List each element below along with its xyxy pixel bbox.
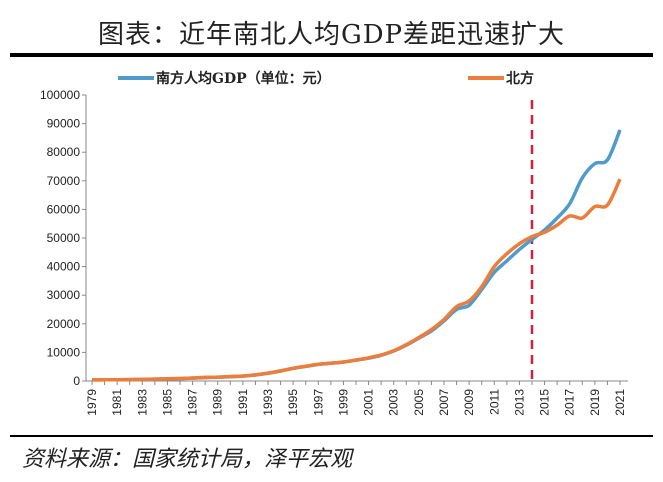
series-line-south: [91, 129, 622, 382]
x-tick-label: 2011: [487, 389, 501, 415]
x-tick-label: 1997: [311, 389, 325, 416]
x-tick-label: 1991: [236, 389, 250, 416]
legend-label: 南方人均GDP（单位：元）: [156, 70, 331, 87]
y-tick-label: 80000: [47, 145, 81, 159]
series-line-north: [91, 178, 622, 382]
x-tick-label: 2005: [412, 389, 426, 416]
title-divider: [10, 53, 653, 57]
x-tick-label: 1983: [135, 389, 149, 416]
y-tick-label: 10000: [47, 345, 81, 359]
x-tick-label: 2013: [512, 389, 526, 416]
x-tick-label: 1985: [160, 389, 174, 416]
y-tick-label: 100000: [40, 88, 80, 102]
y-tick-label: 90000: [47, 117, 81, 131]
y-tick-label: 20000: [47, 317, 81, 331]
x-tick-label: 2021: [613, 389, 627, 416]
x-tick-label: 1979: [85, 389, 99, 416]
x-tick-label: 2015: [538, 389, 552, 416]
x-tick-label: 1995: [286, 389, 300, 416]
legend-label: 北方: [506, 70, 534, 87]
x-tick-label: 1981: [110, 389, 124, 416]
y-tick-label: 40000: [47, 260, 81, 274]
x-tick-label: 2007: [437, 389, 451, 416]
x-tick-label: 2017: [563, 389, 577, 416]
x-tick-label: 1989: [211, 389, 225, 416]
line-chart: 0 10000 20000 30000 40000 50000 60000 70000 8000…: [40, 70, 628, 416]
footer-divider: [10, 435, 653, 437]
chart-title: 图表：近年南北人均GDP差距迅速扩大: [97, 20, 566, 50]
y-tick-label: 0: [73, 374, 80, 388]
y-tick-label: 30000: [47, 288, 81, 302]
x-tick-label: 1993: [261, 389, 275, 416]
x-tick-label: 1999: [336, 389, 350, 416]
y-tick-label: 70000: [47, 174, 81, 188]
x-tick-label: 2009: [462, 389, 476, 416]
x-tick-label: 1987: [186, 389, 200, 416]
x-tick-label: 2001: [362, 389, 376, 416]
source-note: 资料来源：国家统计局，泽平宏观: [22, 447, 353, 472]
y-tick-label: 60000: [47, 202, 81, 216]
x-tick-label: 2003: [387, 389, 401, 416]
x-tick-label: 2019: [588, 389, 602, 416]
y-tick-label: 50000: [47, 231, 81, 245]
